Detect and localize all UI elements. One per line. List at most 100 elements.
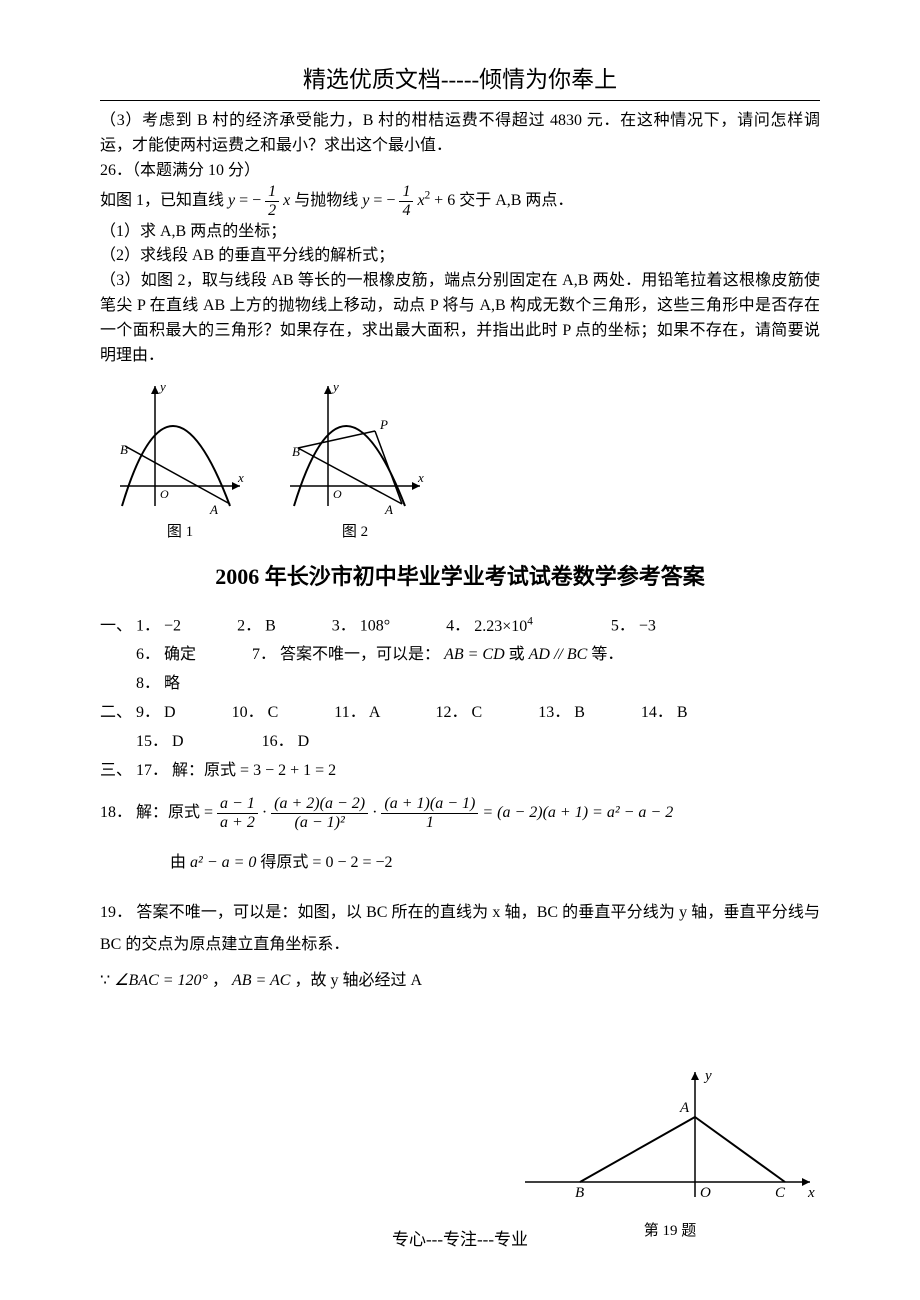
svg-text:A: A bbox=[209, 502, 218, 516]
svg-text:y: y bbox=[703, 1068, 712, 1084]
problem-26-q2: （2）求线段 AB 的垂直平分线的解析式； bbox=[100, 244, 820, 269]
frac-den: 4 bbox=[399, 202, 413, 220]
answer-q18-line2: 由 a² − a = 0 得原式 = 0 − 2 = −2 bbox=[100, 850, 820, 876]
answer-row-1b: 6． 确定 7． 答案不唯一，可以是： AB = CD 或 AD // BC 等… bbox=[100, 641, 820, 670]
answer-row-1: 一、 1． −2 2． B 3． 108° 4． 2.23×104 5． −3 bbox=[100, 611, 820, 641]
a7-num: 7． bbox=[252, 646, 276, 663]
header-divider bbox=[100, 100, 820, 101]
page: 精选优质文档-----倾情为你奉上 （3）考虑到 B 村的经济承受能力，B 村的… bbox=[0, 0, 920, 1300]
para-eq-lhs: y bbox=[362, 192, 369, 209]
a7-pre: 答案不唯一，可以是： bbox=[280, 646, 440, 663]
figure-q19-svg: y x A B O C bbox=[520, 1062, 820, 1212]
page-footer: 专心---专注---专业 bbox=[0, 1225, 920, 1250]
svg-text:B: B bbox=[120, 442, 128, 457]
a1-val: −2 bbox=[164, 618, 181, 635]
svg-text:P: P bbox=[379, 417, 388, 432]
problem-26-q3: （3）如图 2，取与线段 AB 等长的一根橡皮筋，端点分别固定在 A,B 两处．… bbox=[100, 269, 820, 368]
a3-num: 3． bbox=[332, 618, 356, 635]
a12-val: C bbox=[472, 704, 483, 721]
figure-2-caption: 图 2 bbox=[342, 520, 368, 541]
figure-1-svg: y x O B A bbox=[110, 376, 250, 516]
parabola-eq: y = − 14 x2 + 6 bbox=[362, 192, 459, 209]
svg-text:y: y bbox=[331, 379, 339, 394]
a8-val: 略 bbox=[164, 675, 180, 692]
a1-num: 1． bbox=[136, 618, 160, 635]
line-eq: y = − 12 x bbox=[228, 192, 294, 209]
a17-label: 解：原式 bbox=[172, 762, 236, 779]
answer-q18: 18． 解：原式 = a − 1a + 2 · (a + 2)(a − 2)(a… bbox=[100, 795, 820, 831]
a15-num: 15． bbox=[136, 733, 168, 750]
frac-den: 2 bbox=[265, 202, 279, 220]
svg-text:O: O bbox=[333, 487, 342, 501]
row3-prefix: 三、 bbox=[100, 762, 132, 779]
a16-val: D bbox=[298, 733, 310, 750]
a4-num: 4． bbox=[446, 618, 470, 635]
a3-val: 108° bbox=[360, 618, 390, 635]
answer-row-1c: 8． 略 bbox=[100, 670, 820, 699]
a2-num: 2． bbox=[237, 618, 261, 635]
frac-num: 1 bbox=[265, 183, 279, 202]
a14-val: B bbox=[677, 704, 688, 721]
row1-prefix: 一、 bbox=[100, 618, 132, 635]
page-header-title: 精选优质文档-----倾情为你奉上 bbox=[100, 60, 820, 94]
a18-l2-mid: 得原式 bbox=[260, 854, 312, 871]
a2-val: B bbox=[265, 618, 276, 635]
svg-text:B: B bbox=[575, 1185, 584, 1201]
para-eq-const: 6 bbox=[447, 192, 455, 209]
svg-text:x: x bbox=[237, 470, 244, 485]
a16-num: 16． bbox=[262, 733, 294, 750]
svg-text:A: A bbox=[384, 502, 393, 516]
a7-math1: AB = CD bbox=[444, 646, 505, 663]
p26-intro-prefix: 如图 1，已知直线 bbox=[100, 192, 228, 209]
figure-1: y x O B A 图 1 bbox=[110, 376, 250, 541]
a10-num: 10． bbox=[232, 704, 264, 721]
answer-row-2b: 15． D 16． D bbox=[100, 728, 820, 757]
figure-q19: y x A B O C 第 19 题 bbox=[520, 1062, 820, 1240]
a15-val: D bbox=[172, 733, 184, 750]
a18-l2-eq1: a² − a = 0 bbox=[190, 854, 256, 871]
svg-text:C: C bbox=[775, 1185, 786, 1201]
a6-val: 确定 bbox=[164, 646, 196, 663]
svg-text:x: x bbox=[417, 470, 424, 485]
a13-val: B bbox=[574, 704, 585, 721]
svg-text:O: O bbox=[160, 487, 169, 501]
a18-label: 解：原式 = bbox=[136, 804, 217, 821]
a5-num: 5． bbox=[611, 618, 635, 635]
problem-25-3: （3）考虑到 B 村的经济承受能力，B 村的柑桔运费不得超过 4830 元．在这… bbox=[100, 109, 820, 159]
a8-num: 8． bbox=[136, 675, 160, 692]
answer-q19: 19． 答案不唯一，可以是：如图，以 BC 所在的直线为 x 轴，BC 的垂直平… bbox=[100, 897, 820, 961]
svg-text:x: x bbox=[807, 1185, 815, 1201]
answer-q19-line2: ∵ ∠BAC = 120° ， AB = AC ，故 y 轴必经过 A bbox=[100, 965, 820, 997]
a5-val: −3 bbox=[639, 618, 656, 635]
a11-val: A bbox=[369, 704, 380, 721]
a11-num: 11． bbox=[334, 704, 365, 721]
a19-num: 19． bbox=[100, 904, 132, 921]
a12-num: 12． bbox=[436, 704, 468, 721]
problem-26-intro: 如图 1，已知直线 y = − 12 x 与抛物线 y = − 14 x2 + … bbox=[100, 183, 820, 219]
a4-val: 2.23×104 bbox=[474, 618, 533, 635]
a19-l2-pre: ∵ bbox=[100, 972, 114, 989]
svg-text:B: B bbox=[292, 444, 300, 459]
figure-2-svg: y x O B A P bbox=[280, 376, 430, 516]
a14-num: 14． bbox=[641, 704, 673, 721]
row2-prefix: 二、 bbox=[100, 704, 132, 721]
a13-num: 13． bbox=[538, 704, 570, 721]
answer-row-2: 二、 9． D 10． C 11． A 12． C 13． B 14． B bbox=[100, 699, 820, 728]
line-eq-lhs: y bbox=[228, 192, 235, 209]
a19-l2-suf: ，故 y 轴必经过 A bbox=[294, 972, 422, 989]
line-eq-var: x bbox=[283, 192, 290, 209]
a9-val: D bbox=[164, 704, 176, 721]
problem-26-q1: （1）求 A,B 两点的坐标； bbox=[100, 220, 820, 245]
a19-l2-eq: AB = AC bbox=[232, 972, 291, 989]
a17-num: 17． bbox=[136, 762, 168, 779]
a6-num: 6． bbox=[136, 646, 160, 663]
a19-l2-mid: ， bbox=[212, 972, 228, 989]
a19-l2-ang: ∠BAC = 120° bbox=[114, 972, 208, 989]
a19-text: 答案不唯一，可以是：如图，以 BC 所在的直线为 x 轴，BC 的垂直平分线为 … bbox=[100, 904, 820, 953]
figure-2: y x O B A P 图 2 bbox=[280, 376, 430, 541]
problem-26-heading: 26．（本题满分 10 分） bbox=[100, 159, 820, 184]
a7-end: 等． bbox=[591, 646, 623, 663]
svg-text:O: O bbox=[700, 1185, 711, 1201]
svg-text:A: A bbox=[679, 1100, 690, 1116]
a7-mid: 或 bbox=[509, 646, 529, 663]
